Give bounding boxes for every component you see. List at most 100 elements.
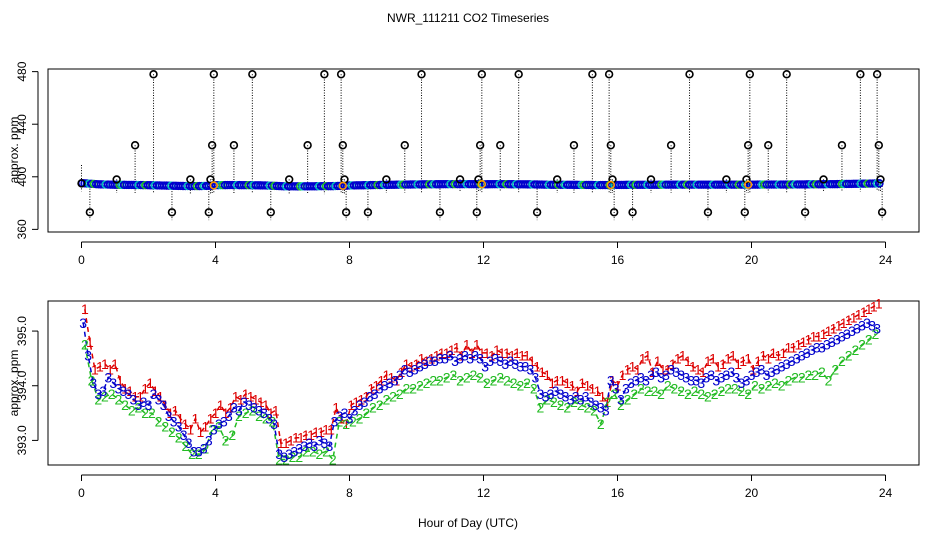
series-2-marker: 2 xyxy=(269,413,277,429)
top-spike-point xyxy=(604,70,614,79)
series-3-marker: 3 xyxy=(677,367,685,383)
series-1-marker: 1 xyxy=(101,356,109,372)
series-2-marker: 2 xyxy=(121,397,129,413)
series-1-marker: 1 xyxy=(222,405,230,421)
series-1-marker: 1 xyxy=(156,389,164,405)
series-2-marker: 2 xyxy=(664,378,672,394)
series-1-marker: 1 xyxy=(825,323,833,339)
top-y-tick-label: 360 xyxy=(15,219,29,239)
series-1-line xyxy=(84,303,880,444)
top-spike-point xyxy=(207,141,217,150)
top-flag-point xyxy=(477,180,487,189)
series-1-marker: 1 xyxy=(533,359,541,375)
top-spike-point xyxy=(703,208,713,217)
series-3-marker: 3 xyxy=(265,411,273,427)
series-3-marker: 3 xyxy=(220,413,228,429)
series-1-marker: 1 xyxy=(644,348,652,364)
series-1-marker: 1 xyxy=(604,394,612,410)
series-3-marker: 3 xyxy=(667,361,675,377)
series-2-marker: 2 xyxy=(409,380,417,396)
series-2-marker: 2 xyxy=(677,383,685,399)
series-1-marker: 1 xyxy=(448,342,456,358)
series-1-marker: 1 xyxy=(176,411,184,427)
series-1-marker: 1 xyxy=(815,329,823,345)
series-2-marker: 2 xyxy=(610,386,618,402)
top-flag-point xyxy=(606,180,615,190)
series-3-marker: 3 xyxy=(89,375,97,391)
top-flag-point xyxy=(338,181,347,191)
series-1-marker: 1 xyxy=(277,435,285,451)
series-3-marker: 3 xyxy=(557,386,565,402)
series-1-marker: 1 xyxy=(237,391,245,407)
series-3-line xyxy=(82,322,878,458)
series-2-marker: 2 xyxy=(604,394,612,410)
series-2-marker: 2 xyxy=(175,430,183,446)
top-spike-point xyxy=(248,70,257,79)
series-3-marker: 3 xyxy=(386,375,394,391)
series-1-marker: 1 xyxy=(538,364,546,380)
series-1-marker: 1 xyxy=(875,296,883,312)
series-1-marker: 1 xyxy=(855,307,863,323)
series-3-marker: 3 xyxy=(783,356,791,372)
series-1-marker: 1 xyxy=(282,435,290,451)
series-3-marker: 3 xyxy=(346,411,354,427)
top-spike-point xyxy=(363,208,373,217)
bottom-panel: 1111111111111111111111111111111111111111… xyxy=(7,296,920,530)
series-1-marker: 1 xyxy=(468,345,476,361)
series-3-marker: 3 xyxy=(331,413,339,429)
bottom-x-tick-label: 24 xyxy=(879,486,893,500)
series-3-marker: 3 xyxy=(426,353,434,369)
series-3-marker: 3 xyxy=(175,419,183,435)
series-2-marker: 2 xyxy=(537,400,545,416)
series-3-marker: 3 xyxy=(341,405,349,421)
series-3-marker: 3 xyxy=(361,394,369,410)
top-spike-point xyxy=(455,175,465,184)
top-x-tick-label: 20 xyxy=(745,253,759,267)
series-1-marker: 1 xyxy=(267,405,275,421)
series-2-marker: 2 xyxy=(590,402,598,418)
top-spike-point xyxy=(782,70,791,79)
series-3-marker: 3 xyxy=(255,402,263,418)
series-1-marker: 1 xyxy=(418,350,426,366)
top-spike-point xyxy=(130,141,140,150)
series-3-marker: 3 xyxy=(165,408,173,424)
top-x-tick-label: 16 xyxy=(611,253,625,267)
top-spike-point xyxy=(186,175,195,184)
top-spike-lines xyxy=(81,74,883,221)
series-3-marker: 3 xyxy=(597,400,605,416)
series-2-marker: 2 xyxy=(630,386,638,402)
series-2-marker: 2 xyxy=(114,391,122,407)
series-3-marker: 3 xyxy=(240,394,248,410)
series-2-marker: 2 xyxy=(711,386,719,402)
series-1-marker: 1 xyxy=(337,411,345,427)
series-2-marker: 2 xyxy=(88,372,96,388)
series-2-marker: 2 xyxy=(637,380,645,396)
series-1-marker: 1 xyxy=(352,394,360,410)
series-3-marker: 3 xyxy=(511,356,519,372)
bottom-x-tick-label: 16 xyxy=(611,486,625,500)
series-3-marker: 3 xyxy=(748,367,756,383)
series-2-marker: 2 xyxy=(322,443,330,459)
series-3-marker: 3 xyxy=(461,348,469,364)
series-1-marker: 1 xyxy=(714,359,722,375)
top-spike-point xyxy=(266,208,275,217)
series-1-marker: 1 xyxy=(342,416,350,432)
series-3-marker: 3 xyxy=(230,400,238,416)
top-spike-point xyxy=(341,208,351,217)
top-spike-point xyxy=(745,70,755,79)
series-2-marker: 2 xyxy=(148,405,156,421)
series-3-marker: 3 xyxy=(225,408,233,424)
series-2-marker: 2 xyxy=(516,378,524,394)
series-1-marker: 1 xyxy=(408,359,416,375)
series-3-marker: 3 xyxy=(778,359,786,375)
series-1-marker: 1 xyxy=(307,427,315,443)
series-2-marker: 2 xyxy=(135,400,143,416)
series-2-marker: 2 xyxy=(617,397,625,413)
series-2-marker: 2 xyxy=(94,391,102,407)
series-1-marker: 1 xyxy=(171,402,179,418)
bottom-plot-frame xyxy=(47,300,920,466)
series-3-marker: 3 xyxy=(235,402,243,418)
series-1-marker: 1 xyxy=(403,356,411,372)
series-3-marker: 3 xyxy=(521,359,529,375)
top-spike-point xyxy=(606,141,615,150)
